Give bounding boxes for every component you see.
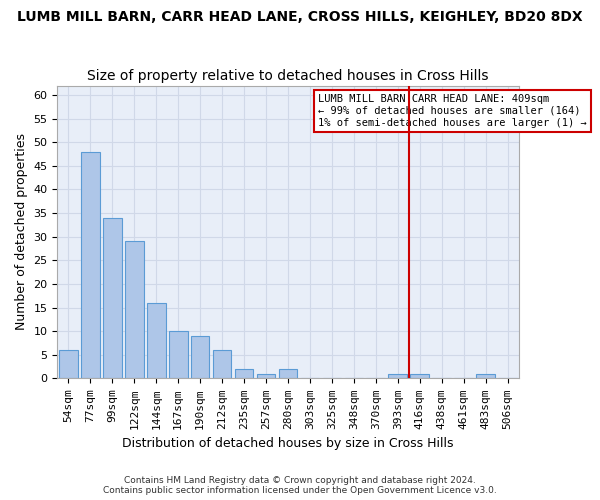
Bar (191, 336, 209, 378)
Text: LUMB MILL BARN CARR HEAD LANE: 409sqm
← 99% of detached houses are smaller (164): LUMB MILL BARN CARR HEAD LANE: 409sqm ← … (318, 94, 587, 128)
Bar (213, 350, 232, 378)
Bar (410, 374, 429, 378)
Bar (59, 350, 78, 378)
Text: LUMB MILL BARN, CARR HEAD LANE, CROSS HILLS, KEIGHLEY, BD20 8DX: LUMB MILL BARN, CARR HEAD LANE, CROSS HI… (17, 10, 583, 24)
Bar (388, 374, 407, 378)
X-axis label: Distribution of detached houses by size in Cross Hills: Distribution of detached houses by size … (122, 437, 454, 450)
Bar (81, 152, 100, 378)
Bar (103, 218, 122, 378)
Bar (257, 374, 275, 378)
Bar (278, 369, 297, 378)
Bar (476, 374, 495, 378)
Y-axis label: Number of detached properties: Number of detached properties (15, 134, 28, 330)
Bar (147, 303, 166, 378)
Bar (235, 369, 253, 378)
Bar (169, 331, 188, 378)
Title: Size of property relative to detached houses in Cross Hills: Size of property relative to detached ho… (87, 69, 489, 83)
Bar (125, 242, 143, 378)
Text: Contains HM Land Registry data © Crown copyright and database right 2024.
Contai: Contains HM Land Registry data © Crown c… (103, 476, 497, 495)
